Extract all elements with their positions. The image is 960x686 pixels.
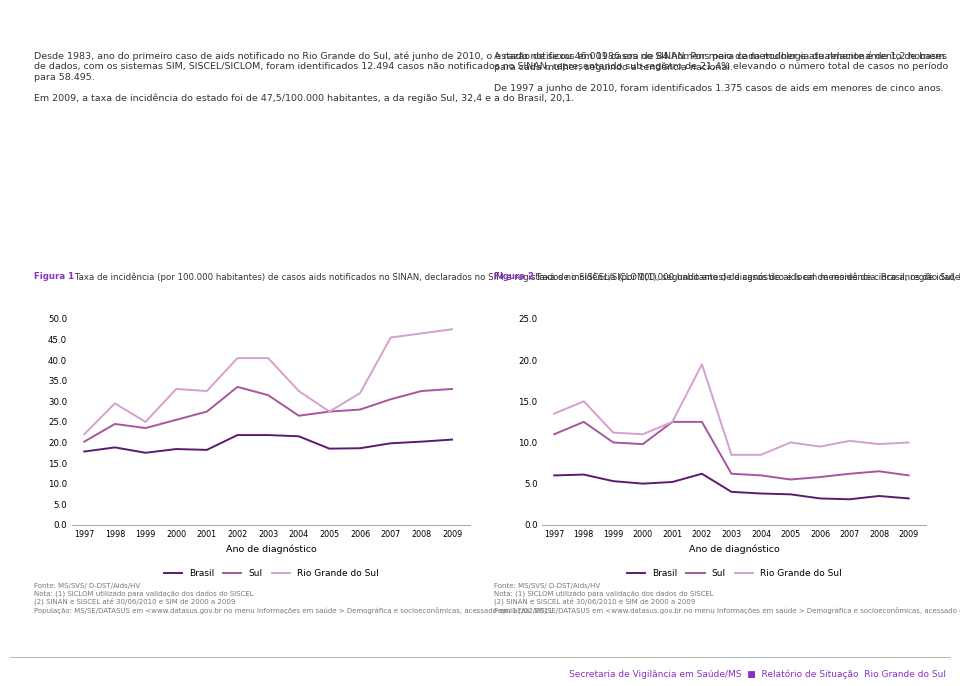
Text: A razão de sexos em 1986 era de 84 homens para cada mulher e atualmente é de 1,2: A razão de sexos em 1986 era de 84 homen…: [494, 51, 945, 93]
Text: Secretaria de Vigilância em Saúde/MS  ■  Relatório de Situação  Rio Grande do Su: Secretaria de Vigilância em Saúde/MS ■ R…: [568, 670, 946, 679]
Text: DST/Aids: DST/Aids: [17, 10, 156, 38]
Text: Fonte: MS/SVS/ D-DST/Aids/HV
Nota: (1) SICLOM utilizado para validação dos dados: Fonte: MS/SVS/ D-DST/Aids/HV Nota: (1) S…: [494, 583, 960, 613]
Text: Taxa de incidência (por 100.000 habitantes) de casos aids notificados no SINAN, : Taxa de incidência (por 100.000 habitant…: [72, 272, 960, 282]
Text: Fonte: MS/SVS/ D-DST/Aids/HV
Nota: (1) SICLOM utilizado para validação dos dados: Fonte: MS/SVS/ D-DST/Aids/HV Nota: (1) S…: [34, 583, 552, 613]
Text: 8: 8: [6, 342, 15, 356]
Text: Figura 1: Figura 1: [34, 272, 74, 281]
X-axis label: Ano de diagnóstico: Ano de diagnóstico: [226, 544, 317, 554]
Text: Taxa de incidência (por 100.000 habitantes) de casos de aids em menores de cinco: Taxa de incidência (por 100.000 habitant…: [533, 272, 960, 282]
Legend: Brasil, Sul, Rio Grande do Sul: Brasil, Sul, Rio Grande do Sul: [160, 566, 382, 582]
Text: Figura 2: Figura 2: [494, 272, 535, 281]
Text: Desde 1983, ano do primeiro caso de aids notificado no Rio Grande do Sul, até ju: Desde 1983, ano do primeiro caso de aids…: [34, 51, 948, 103]
Legend: Brasil, Sul, Rio Grande do Sul: Brasil, Sul, Rio Grande do Sul: [623, 566, 846, 582]
X-axis label: Ano de diagnóstico: Ano de diagnóstico: [689, 544, 780, 554]
